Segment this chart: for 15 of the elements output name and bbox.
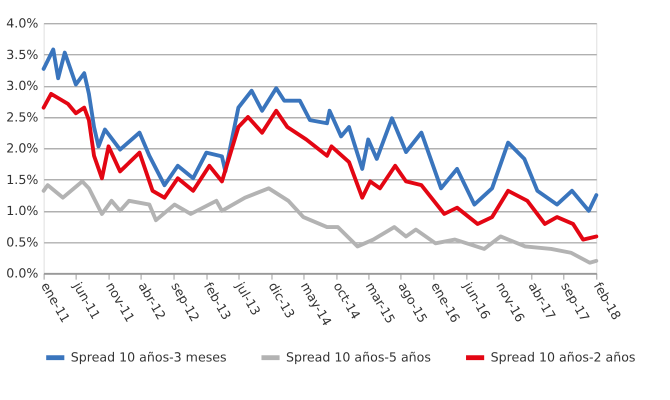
y-tick-label: 3.5% <box>6 46 38 62</box>
legend-label: Spread 10 años-2 años <box>490 350 636 365</box>
y-tick-label: 2.5% <box>6 109 38 124</box>
y-tick-label: 0.5% <box>6 234 38 250</box>
line-series <box>42 179 598 265</box>
y-tick-label: 4.0% <box>6 16 38 31</box>
y-tick-label: 1.0% <box>6 203 38 218</box>
y-tick-label: 2.0% <box>6 140 38 156</box>
y-tick-label: 0.0% <box>6 266 38 281</box>
line-series <box>42 92 598 242</box>
legend-label: Spread 10 años-5 años <box>286 350 431 365</box>
legend-label: Spread 10 años-3 meses <box>70 350 227 365</box>
y-tick-label: 1.5% <box>6 172 38 187</box>
y-tick-label: 3.0% <box>6 78 38 94</box>
line-series <box>42 48 598 213</box>
